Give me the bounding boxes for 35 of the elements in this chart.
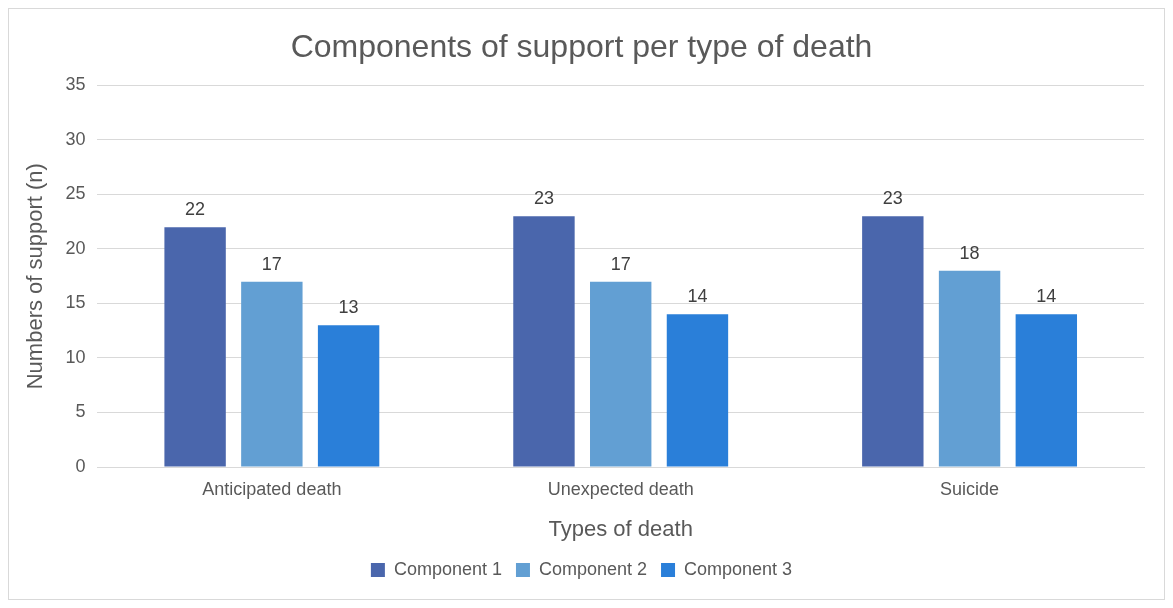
y-tick-label: 25 <box>65 183 86 204</box>
y-axis-title: Numbers of support (n) <box>22 163 48 390</box>
x-tick-label: Anticipated death <box>202 478 342 499</box>
legend-label: Component 1 <box>393 558 502 579</box>
x-axis-title: Types of death <box>548 515 693 541</box>
y-tick-label: 30 <box>65 128 86 149</box>
bar <box>938 270 1001 467</box>
bar <box>1015 314 1078 467</box>
data-label: 23 <box>882 188 903 209</box>
chart-title: Components of support per type of death <box>290 28 873 65</box>
x-tick-label: Suicide <box>940 478 1000 499</box>
data-label: 13 <box>338 297 359 318</box>
bar <box>317 325 380 467</box>
bar <box>164 227 226 467</box>
bar <box>241 281 303 467</box>
y-tick-label: 0 <box>75 455 86 476</box>
data-label: 14 <box>1036 286 1057 307</box>
y-tick-label: 20 <box>65 237 86 258</box>
bar <box>513 216 575 467</box>
legend-label: Component 3 <box>684 558 793 579</box>
bar <box>590 281 652 467</box>
data-label: 23 <box>533 188 554 209</box>
legend-label: Component 2 <box>538 558 648 579</box>
data-label: 18 <box>959 242 980 263</box>
bar <box>666 314 729 467</box>
data-label: 22 <box>185 199 206 220</box>
x-tick-label: Unexpected death <box>547 478 694 499</box>
bar <box>862 216 924 467</box>
y-tick-label: 10 <box>65 346 86 367</box>
data-label: 17 <box>261 253 282 274</box>
data-label: 17 <box>610 253 631 274</box>
y-tick-label: 5 <box>75 401 86 422</box>
y-tick-label: 15 <box>65 292 86 313</box>
y-tick-label: 35 <box>65 74 86 95</box>
data-label: 14 <box>687 286 708 307</box>
